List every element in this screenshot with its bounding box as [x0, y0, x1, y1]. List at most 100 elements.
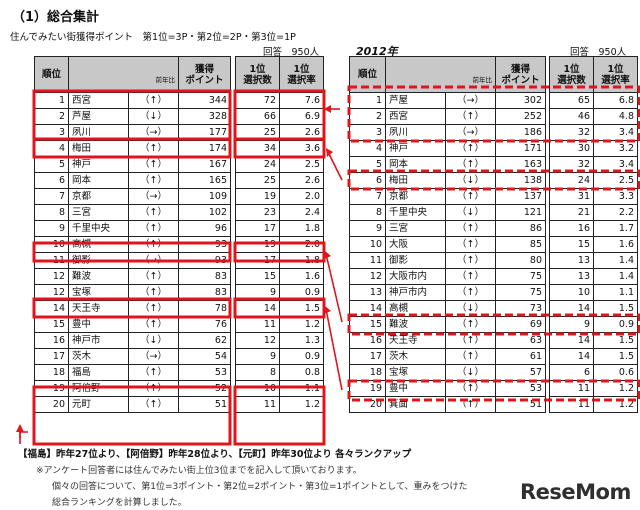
city-cell: 御影 [68, 252, 129, 269]
first-rate-cell: 3.3 [593, 188, 638, 205]
arrow-umeda [326, 149, 343, 181]
spacer [545, 204, 550, 221]
first-count-cell: 11 [549, 380, 594, 397]
trend-cell: （↑） [128, 316, 179, 333]
points-cell: 51 [178, 396, 231, 413]
first-rate-cell: 1.1 [279, 380, 324, 397]
table-row: 5 岡本 （↑） 163 32 3.4 [349, 156, 638, 173]
city-cell: 夙川 [385, 124, 446, 141]
city-cell: 豊中 [68, 316, 129, 333]
first-count-header: 1位 選択数 [235, 56, 280, 93]
rank-cell: 17 [34, 348, 69, 365]
points-cell: 83 [178, 284, 231, 301]
city-cell: 西宮 [68, 92, 129, 109]
city-cell: 難波 [68, 268, 129, 285]
first-rate-cell: 1.8 [279, 220, 324, 237]
spacer [230, 396, 236, 413]
points-cell: 52 [178, 380, 231, 397]
rank-cell: 5 [34, 156, 69, 173]
trend-cell: （↑） [128, 396, 179, 413]
first-count-cell: 46 [549, 108, 594, 125]
city-cell: 千里中央 [68, 220, 129, 237]
spacer [545, 332, 550, 349]
trend-cell: （↑） [445, 316, 496, 333]
city-cell: 難波 [385, 316, 446, 333]
first-count-cell: 23 [235, 204, 280, 221]
first-rate-cell: 6.9 [279, 108, 324, 125]
spacer [545, 364, 550, 381]
rank-cell: 11 [349, 252, 386, 269]
table-row: 20 箕面 （↑） 51 11 1.2 [349, 396, 638, 413]
trend-cell: （↓） [128, 108, 179, 125]
first-count-cell: 65 [549, 92, 594, 109]
rank-cell: 17 [349, 348, 386, 365]
rank-cell: 18 [34, 364, 69, 381]
table-row: 10 大阪 （↑） 85 15 1.6 [349, 236, 638, 253]
right-year-label: 2012年 [356, 45, 398, 58]
rank-cell: 10 [349, 236, 386, 253]
trend-cell: （↑） [445, 108, 496, 125]
first-count-cell: 66 [235, 108, 280, 125]
trend-cell: （↑） [445, 252, 496, 269]
spacer [545, 268, 550, 285]
rank-cell: 20 [349, 396, 386, 413]
points-cell: 121 [495, 204, 546, 221]
table-header-row: 順位 前年比 獲得 ポイント 1位 選択数 1位 選択率 [349, 56, 638, 93]
table-row: 1 西宮 （↑） 344 72 7.6 [34, 92, 324, 109]
points-cell: 344 [178, 92, 231, 109]
city-cell: 三宮 [385, 220, 446, 237]
city-cell: 神戸 [68, 156, 129, 173]
city-cell: 梅田 [385, 172, 446, 189]
first-rate-cell: 1.2 [593, 396, 638, 413]
trend-cell: （↓） [445, 172, 496, 189]
rank-cell: 9 [349, 220, 386, 237]
table-row: 20 元町 （↑） 51 11 1.2 [34, 396, 324, 413]
table-row: 14 高槻 （↓） 73 14 1.5 [349, 300, 638, 317]
rank-cell: 8 [349, 204, 386, 221]
prev-year-header: 前年比 [385, 56, 496, 93]
first-rate-cell: 2.0 [279, 188, 324, 205]
city-cell: 豊中 [385, 380, 446, 397]
points-cell: 163 [495, 156, 546, 173]
first-rate-cell: 0.8 [279, 364, 324, 381]
points-cell: 54 [178, 348, 231, 365]
survey-note-2: 個々の回答について、第1位=3ポイント・第2位=2ポイント・第3位=1ポイントと… [52, 482, 468, 492]
rank-cell: 12 [349, 268, 386, 285]
first-count-cell: 12 [235, 332, 280, 349]
points-cell: 174 [178, 140, 231, 157]
trend-cell: （↑） [445, 156, 496, 173]
first-count-cell: 25 [235, 124, 280, 141]
trend-cell: （↑） [128, 156, 179, 173]
rank-cell: 9 [34, 220, 69, 237]
first-rate-cell: 3.4 [593, 124, 638, 141]
table-row: 18 福島 （↑） 53 8 0.8 [34, 364, 324, 381]
spacer [230, 172, 236, 189]
rank-cell: 20 [34, 396, 69, 413]
points-cell: 109 [178, 188, 231, 205]
city-cell: 芦屋 [385, 92, 446, 109]
first-count-cell: 9 [235, 348, 280, 365]
table-row: 4 梅田 （↑） 174 34 3.6 [34, 140, 324, 157]
first-rate-cell: 4.8 [593, 108, 638, 125]
first-count-cell: 24 [235, 156, 280, 173]
first-rate-cell: 0.9 [279, 348, 324, 365]
points-cell: 165 [178, 172, 231, 189]
spacer [230, 220, 236, 237]
table-row: 9 三宮 （↑） 86 16 1.7 [349, 220, 638, 237]
first-rate-cell: 2.2 [593, 204, 638, 221]
first-rate-cell: 1.6 [279, 268, 324, 285]
rank-cell: 16 [349, 332, 386, 349]
spacer [545, 156, 550, 173]
spacer [545, 188, 550, 205]
trend-cell: （→） [128, 188, 179, 205]
first-count-cell: 16 [549, 220, 594, 237]
first-rate-cell: 1.2 [279, 396, 324, 413]
rank-cell: 2 [349, 108, 386, 125]
resemom-logo: ReseMom [520, 480, 631, 504]
first-count-cell: 13 [549, 268, 594, 285]
rank-cell: 6 [349, 172, 386, 189]
rank-cell: 3 [349, 124, 386, 141]
city-cell: 千里中央 [385, 204, 446, 221]
first-count-cell: 15 [549, 236, 594, 253]
trend-cell: （↓） [445, 300, 496, 317]
